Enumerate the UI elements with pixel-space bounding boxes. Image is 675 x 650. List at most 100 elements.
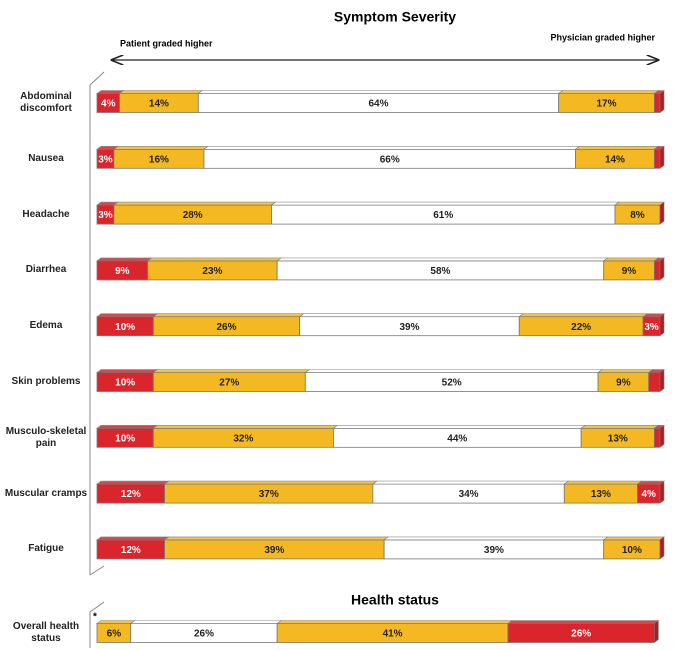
data-label: 26% — [194, 629, 214, 640]
bar-segment-top — [96, 536, 170, 541]
bar-end — [659, 145, 665, 169]
data-label: 13% — [608, 433, 628, 444]
data-label: 3% — [644, 322, 659, 333]
bar-segment — [653, 93, 661, 113]
bar-end — [659, 480, 665, 504]
data-label: 6% — [107, 629, 122, 640]
bar-segment-top — [557, 90, 660, 94]
bar-segment-top — [602, 257, 660, 262]
data-label: 27% — [219, 378, 239, 389]
data-label: 12% — [121, 545, 141, 556]
chart-wall — [89, 601, 105, 648]
data-label: 3% — [98, 210, 113, 221]
bar-segment-top — [276, 620, 513, 624]
data-label: 10% — [622, 545, 642, 556]
bar-segment-top — [203, 146, 581, 150]
data-label: 34% — [459, 489, 479, 500]
bar-segment-top — [96, 620, 136, 624]
bar-segment-top — [304, 369, 603, 373]
bar-segment-top — [383, 536, 609, 541]
data-label: 4% — [101, 99, 116, 110]
annotation: Physician graded higher — [550, 32, 655, 42]
data-label: 17% — [597, 99, 617, 110]
bar-end — [659, 313, 665, 337]
bar-segment — [653, 148, 661, 169]
data-label: 32% — [233, 433, 253, 444]
bar-end — [659, 257, 665, 281]
category-label: Abdominal discomfort — [20, 91, 72, 114]
category-label: Musculo-skeletal pain — [5, 425, 87, 449]
bar-segment-top — [270, 201, 620, 206]
data-label: 10% — [115, 433, 135, 444]
bar-segment-top — [518, 313, 649, 318]
data-label: 10% — [115, 322, 135, 333]
bar-segment — [653, 260, 661, 281]
chart-wall — [89, 565, 105, 576]
data-label: 14% — [605, 154, 625, 165]
bar-segment-top — [614, 201, 665, 206]
data-label: 8% — [630, 210, 645, 221]
data-label: 58% — [430, 266, 450, 277]
bar-segment-top — [298, 313, 525, 318]
bar-segment-top — [146, 257, 283, 262]
data-label: 3% — [98, 154, 113, 165]
bar-segment-top — [332, 424, 587, 429]
data-label: 9% — [616, 378, 631, 389]
bar-segment-top — [597, 369, 654, 373]
bar-end — [654, 619, 659, 644]
chart-title: Symptom Severity — [334, 9, 456, 25]
bar-segment-top — [112, 201, 277, 206]
data-label: 4% — [642, 489, 657, 500]
data-label: 39% — [484, 545, 504, 556]
data-label: 41% — [383, 629, 403, 640]
data-label: 13% — [591, 489, 611, 500]
bar-segment-top — [563, 480, 643, 485]
bar-segment-top — [371, 480, 570, 485]
data-label: 61% — [433, 210, 453, 221]
bar-segment-top — [152, 313, 305, 318]
data-label: 12% — [121, 489, 141, 500]
data-label: 64% — [368, 99, 388, 110]
bar-segment-top — [96, 257, 153, 262]
bar-segment-top — [96, 369, 159, 373]
data-label: 39% — [399, 322, 419, 333]
bar-segment-top — [112, 146, 209, 150]
bar-segment-top — [163, 536, 390, 541]
data-label: 23% — [202, 266, 222, 277]
bar-segment-top — [129, 620, 283, 624]
bar-end — [659, 89, 665, 114]
category-label: Headache — [22, 208, 70, 220]
bar-segment-top — [636, 480, 665, 485]
bar-segment — [648, 372, 661, 392]
data-label: 14% — [149, 99, 169, 110]
category-label: Fatigue — [28, 543, 64, 555]
bar-end — [659, 368, 665, 393]
bar-end — [659, 536, 665, 560]
bar-segment-top — [276, 257, 609, 262]
data-label: 16% — [149, 154, 169, 165]
chart-title: Health status — [351, 592, 439, 608]
data-label: 26% — [571, 629, 591, 640]
bar-segment-top — [507, 620, 660, 624]
chart-wall — [89, 71, 105, 575]
annotation: * — [93, 612, 97, 623]
bar-segment-top — [602, 536, 665, 541]
category-label: Nausea — [28, 152, 64, 164]
bar-segment — [653, 427, 661, 448]
data-label: 28% — [183, 210, 203, 221]
data-label: 10% — [115, 378, 135, 389]
category-label: Edema — [29, 320, 63, 332]
data-label: 9% — [115, 266, 130, 277]
category-label: Diarrhea — [25, 264, 67, 276]
data-label: 26% — [216, 322, 236, 333]
bar-segment-top — [118, 90, 204, 94]
bar-segment-top — [163, 480, 378, 485]
data-label: 52% — [442, 378, 462, 389]
bar-segment-top — [197, 90, 564, 94]
bar-segment-top — [152, 369, 311, 373]
category-label: Muscular cramps — [4, 487, 88, 499]
data-label: 22% — [571, 322, 591, 333]
data-label: 44% — [447, 433, 467, 444]
bar-segment-top — [96, 313, 159, 318]
